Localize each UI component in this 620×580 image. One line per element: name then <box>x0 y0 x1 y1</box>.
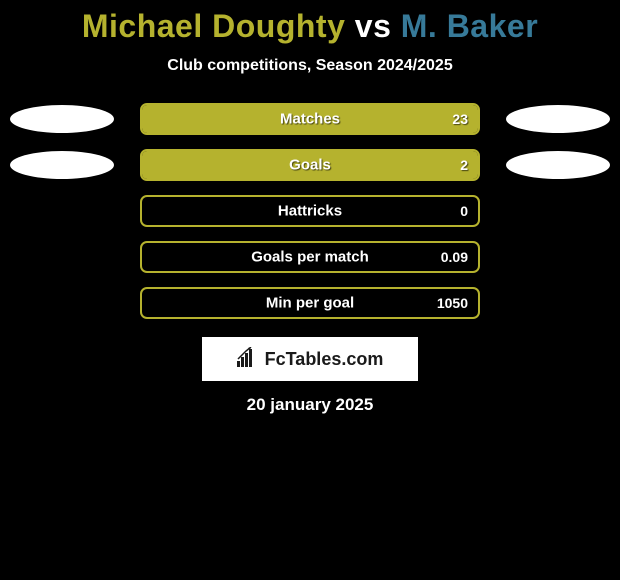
stat-bar: Goals2 <box>140 149 480 181</box>
comparison-title: Michael Doughty vs M. Baker <box>0 8 620 45</box>
stat-value-right: 0.09 <box>441 249 468 265</box>
player2-avatar <box>506 151 610 179</box>
bar-fill-player2 <box>142 105 478 133</box>
stat-row: Matches23 <box>0 103 620 135</box>
stat-value-right: 2 <box>460 157 468 173</box>
player1-avatar <box>10 105 114 133</box>
stat-row: Goals per match0.09 <box>0 241 620 273</box>
player1-avatar <box>10 151 114 179</box>
subtitle: Club competitions, Season 2024/2025 <box>0 57 620 75</box>
stat-value-right: 0 <box>460 203 468 219</box>
stat-row: Goals2 <box>0 149 620 181</box>
stat-label: Hattricks <box>142 203 478 220</box>
stat-bar: Hattricks0 <box>140 195 480 227</box>
stat-bar: Min per goal1050 <box>140 287 480 319</box>
stat-bar: Matches23 <box>140 103 480 135</box>
stat-value-right: 23 <box>452 111 468 127</box>
stat-row: Min per goal1050 <box>0 287 620 319</box>
stat-label: Min per goal <box>142 295 478 312</box>
bar-fill-player2 <box>142 151 478 179</box>
stat-row: Hattricks0 <box>0 195 620 227</box>
brand-badge: FcTables.com <box>202 337 418 381</box>
player2-name: M. Baker <box>401 8 538 44</box>
stat-bar: Goals per match0.09 <box>140 241 480 273</box>
player1-name: Michael Doughty <box>82 8 346 44</box>
date-text: 20 january 2025 <box>0 395 620 415</box>
brand-text: FcTables.com <box>265 349 384 370</box>
stat-label: Goals per match <box>142 249 478 266</box>
vs-text: vs <box>355 8 392 44</box>
player2-avatar <box>506 105 610 133</box>
stat-value-right: 1050 <box>437 295 468 311</box>
chart-icon <box>237 347 259 372</box>
